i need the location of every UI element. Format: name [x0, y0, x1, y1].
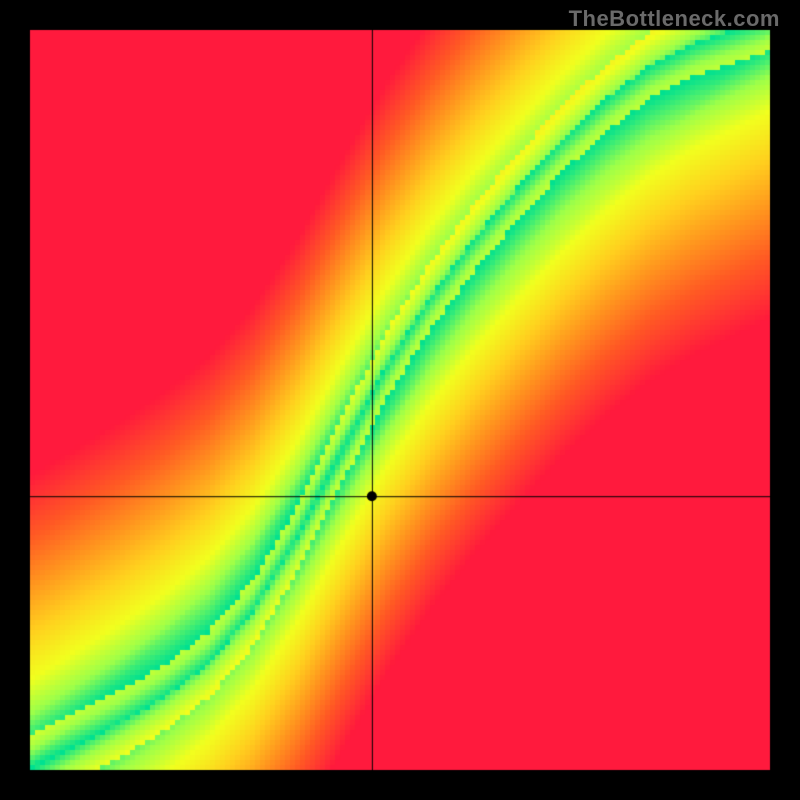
bottleneck-heatmap — [0, 0, 800, 800]
watermark-text: TheBottleneck.com — [569, 6, 780, 32]
